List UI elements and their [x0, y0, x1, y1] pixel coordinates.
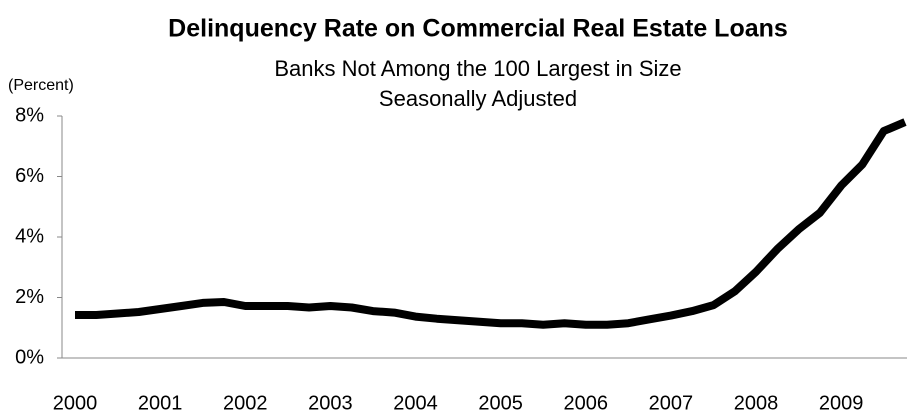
y-tick-label: 4% — [15, 225, 44, 247]
x-tick-label: 2007 — [649, 392, 694, 413]
x-tick-label: 2006 — [564, 392, 609, 413]
y-tick-label: 2% — [15, 286, 44, 308]
chart-subtitle: Seasonally Adjusted — [379, 86, 577, 111]
y-tick-label: 0% — [15, 346, 44, 368]
x-tick-label: 2003 — [308, 392, 353, 413]
y-axis-label: (Percent) — [8, 77, 74, 94]
data-line — [75, 118, 907, 329]
y-tick-label: 6% — [15, 165, 44, 187]
chart-subtitle: Banks Not Among the 100 Largest in Size — [274, 56, 681, 81]
y-tick-label: 8% — [15, 104, 44, 126]
x-tick-label: 2004 — [393, 392, 438, 413]
x-tick-label: 2000 — [53, 392, 98, 413]
x-tick-label: 2008 — [734, 392, 779, 413]
x-tick-label: 2002 — [223, 392, 268, 413]
x-tick-label: 2005 — [478, 392, 523, 413]
chart-title: Delinquency Rate on Commercial Real Esta… — [168, 15, 788, 43]
x-tick-label: 2001 — [138, 392, 183, 413]
x-tick-label: 2009 — [819, 392, 864, 413]
